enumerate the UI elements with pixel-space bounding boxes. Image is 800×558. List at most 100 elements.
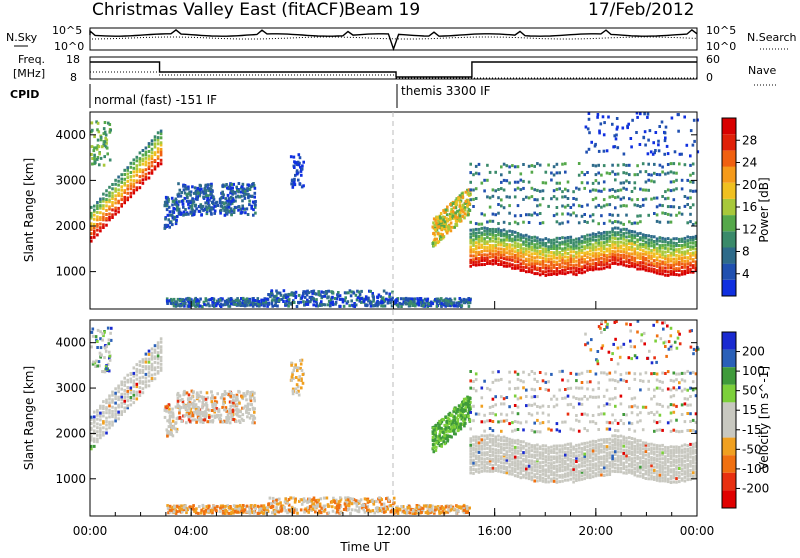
power-cell xyxy=(117,188,120,191)
velocity-cell xyxy=(475,439,478,442)
power-cell xyxy=(500,244,503,247)
velocity-cell xyxy=(236,409,239,412)
power-cell xyxy=(670,189,673,192)
power-cell xyxy=(645,189,648,192)
power-cell xyxy=(602,115,605,118)
power-cell xyxy=(511,238,514,241)
power-cell xyxy=(133,189,136,192)
power-cell xyxy=(408,303,411,306)
power-cell xyxy=(684,251,687,254)
power-cell xyxy=(542,239,545,242)
power-cell xyxy=(603,267,606,270)
power-cell xyxy=(93,135,96,138)
power-cell xyxy=(142,154,145,157)
power-cell xyxy=(636,247,639,250)
power-cell xyxy=(567,212,570,215)
power-cell xyxy=(625,239,628,242)
power-cell xyxy=(469,236,472,239)
velocity-cell xyxy=(367,499,370,502)
velocity-cell xyxy=(445,426,448,429)
power-cell xyxy=(96,204,99,207)
power-cell xyxy=(678,261,681,264)
velocity-cell xyxy=(459,425,462,428)
power-cell xyxy=(636,232,639,235)
nsky-tick-top: 10^5 xyxy=(52,24,82,37)
velocity-cell xyxy=(432,436,435,439)
power-cell xyxy=(570,263,573,266)
power-cell xyxy=(689,206,692,209)
power-cell xyxy=(372,304,375,307)
power-cell xyxy=(558,247,561,250)
power-cell xyxy=(600,264,603,267)
power-cell xyxy=(606,248,609,251)
velocity-cell xyxy=(229,408,232,411)
power-cell xyxy=(656,262,659,265)
power-cell xyxy=(105,217,108,220)
freq-unit-label: [MHz] xyxy=(13,67,45,80)
power-cell xyxy=(692,264,695,267)
power-cell xyxy=(550,273,553,276)
power-cell xyxy=(550,239,553,242)
power-cell xyxy=(145,151,148,154)
power-cell xyxy=(449,218,452,221)
power-cell xyxy=(663,153,666,156)
velocity-cell xyxy=(133,375,136,378)
power-cell xyxy=(667,250,670,253)
power-cell xyxy=(620,257,623,260)
power-cell xyxy=(486,240,489,243)
power-cell xyxy=(533,239,536,242)
velocity-cell xyxy=(459,409,462,412)
power-cell xyxy=(486,236,489,239)
velocity-cell xyxy=(192,508,195,511)
velocity-cell xyxy=(139,364,142,367)
power-cell xyxy=(588,118,591,121)
velocity-cell xyxy=(294,363,297,366)
power-cell xyxy=(673,189,676,192)
power-cell xyxy=(542,260,545,263)
power-cell xyxy=(136,164,139,167)
power-cell xyxy=(220,209,223,212)
power-cell xyxy=(481,244,484,247)
velocity-cell xyxy=(469,462,472,465)
power-cell xyxy=(528,263,531,266)
power-cell xyxy=(489,196,492,199)
power-cell xyxy=(508,230,511,233)
power-cell xyxy=(318,293,321,296)
power-cell xyxy=(157,142,160,145)
power-cell xyxy=(475,241,478,244)
velocity-cell xyxy=(469,397,472,400)
power-cell xyxy=(583,213,586,216)
velocity-cell xyxy=(314,510,317,513)
velocity-cell xyxy=(478,464,481,467)
power-cell xyxy=(327,290,330,293)
power-cell xyxy=(458,302,461,305)
power-cell xyxy=(344,296,347,299)
velocity-cell xyxy=(296,369,299,372)
power-cell xyxy=(547,164,550,167)
power-cell xyxy=(102,223,105,226)
power-cell xyxy=(646,116,649,119)
velocity-cell xyxy=(108,394,111,397)
power-cell xyxy=(483,263,486,266)
power-cell xyxy=(592,164,595,167)
velocity-cell xyxy=(101,339,104,342)
velocity-cell xyxy=(351,508,354,511)
power-cell xyxy=(171,299,174,302)
power-cell xyxy=(647,260,650,263)
velocity-cell xyxy=(154,355,157,358)
velocity-cell xyxy=(93,411,96,414)
velocity-cell xyxy=(175,406,178,409)
velocity-cell xyxy=(111,424,114,427)
power-cell xyxy=(617,189,620,192)
power-cell xyxy=(667,237,670,240)
power-cell xyxy=(130,162,133,165)
velocity-cell xyxy=(469,427,472,430)
velocity-cell xyxy=(95,335,98,338)
velocity-cell xyxy=(96,434,99,437)
power-cell xyxy=(664,238,667,241)
power-cell xyxy=(561,222,564,225)
power-cell xyxy=(603,150,606,153)
velocity-cell xyxy=(98,360,101,363)
power-cell xyxy=(609,240,612,243)
